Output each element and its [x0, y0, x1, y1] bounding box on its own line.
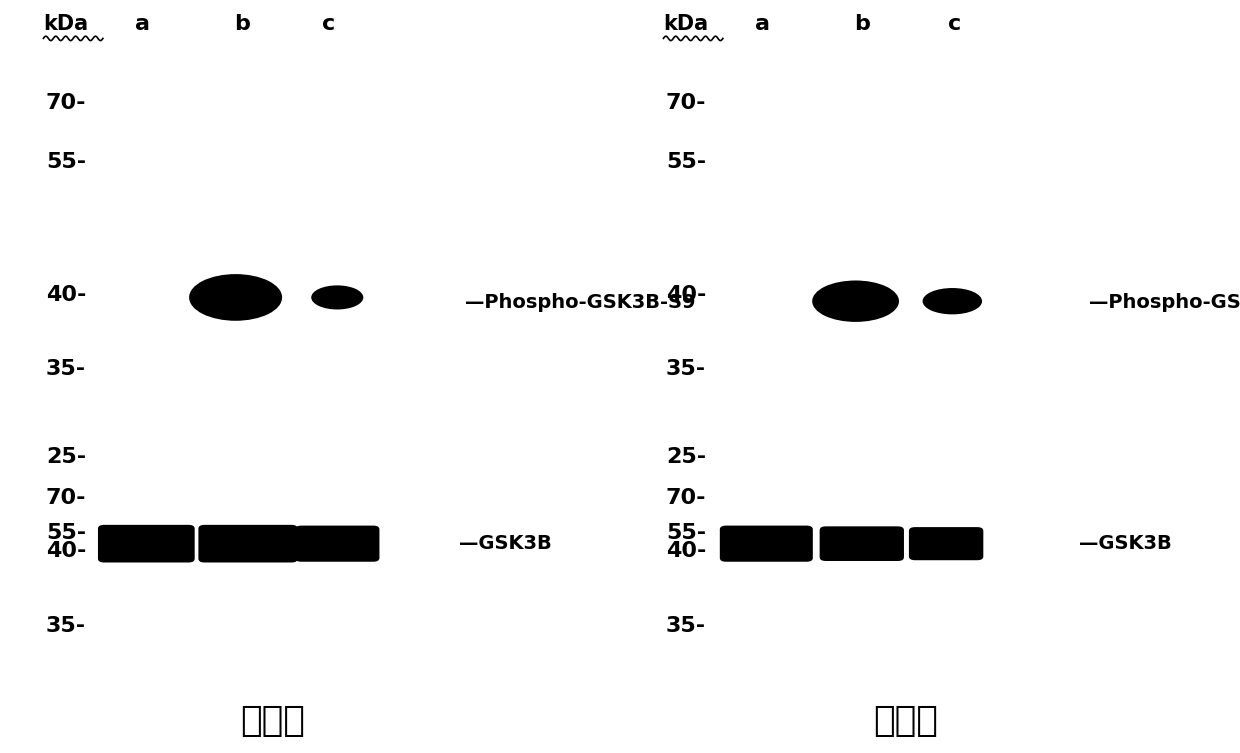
Text: b: b [854, 14, 869, 34]
Text: 70-: 70- [666, 93, 707, 113]
FancyBboxPatch shape [820, 526, 904, 561]
FancyBboxPatch shape [295, 526, 379, 562]
Text: 40-: 40- [46, 285, 87, 305]
Text: 35-: 35- [666, 617, 706, 636]
Text: 55-: 55- [46, 523, 86, 543]
Text: —GSK3B: —GSK3B [459, 534, 552, 553]
Text: c: c [949, 14, 961, 34]
Text: a: a [135, 14, 150, 34]
FancyBboxPatch shape [909, 527, 983, 560]
Text: 第二组: 第二组 [873, 704, 937, 738]
Text: 25-: 25- [666, 447, 706, 467]
FancyBboxPatch shape [198, 525, 298, 562]
Text: —Phospho-GSK3B-S9: —Phospho-GSK3B-S9 [465, 293, 696, 312]
Text: c: c [322, 14, 335, 34]
FancyBboxPatch shape [719, 526, 813, 562]
Text: 40-: 40- [46, 541, 87, 561]
Text: —GSK3B: —GSK3B [1079, 534, 1172, 553]
Text: 70-: 70- [666, 489, 707, 508]
Text: 55-: 55- [46, 152, 86, 172]
Text: 35-: 35- [46, 359, 86, 379]
Text: 35-: 35- [46, 617, 86, 636]
Text: 25-: 25- [46, 447, 86, 467]
Text: 第一组: 第一组 [241, 704, 305, 738]
Ellipse shape [311, 285, 363, 309]
Ellipse shape [923, 288, 982, 315]
Text: 40-: 40- [666, 541, 707, 561]
Text: kDa: kDa [663, 14, 708, 34]
Text: 70-: 70- [46, 93, 87, 113]
Ellipse shape [812, 281, 899, 322]
Text: kDa: kDa [43, 14, 88, 34]
Text: 35-: 35- [666, 359, 706, 379]
Ellipse shape [188, 274, 283, 321]
Ellipse shape [821, 285, 882, 306]
Text: 40-: 40- [666, 285, 707, 305]
FancyBboxPatch shape [98, 525, 195, 562]
Text: 55-: 55- [666, 152, 706, 172]
Text: b: b [234, 14, 249, 34]
Ellipse shape [198, 279, 263, 302]
Text: 55-: 55- [666, 523, 706, 543]
Text: —Phospho-GSK3B-S9: —Phospho-GSK3B-S9 [1089, 293, 1240, 312]
Text: a: a [755, 14, 770, 34]
Text: 70-: 70- [46, 489, 87, 508]
